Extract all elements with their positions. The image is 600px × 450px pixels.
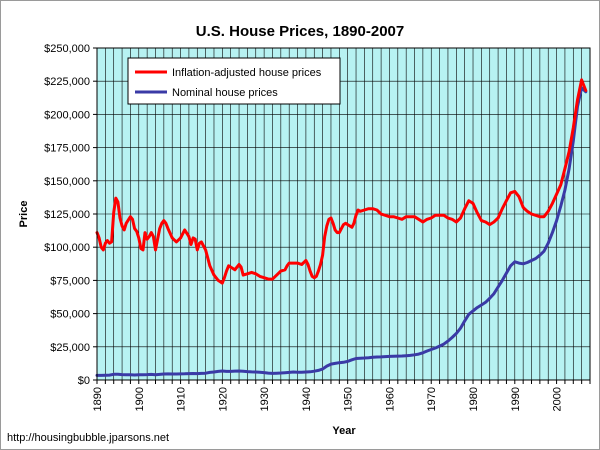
x-tick-label: 1990 — [510, 387, 522, 411]
x-tick-label: 1900 — [134, 387, 146, 411]
legend-box — [127, 57, 341, 105]
x-tick-label: 1930 — [259, 387, 271, 411]
y-tick-label: $25,000 — [50, 342, 90, 354]
y-tick-label: $0 — [78, 375, 90, 387]
x-tick-label: 1980 — [468, 387, 480, 411]
x-tick-label: 1920 — [217, 387, 229, 411]
y-tick-label: $225,000 — [44, 76, 90, 88]
x-tick-label: 1940 — [301, 387, 313, 411]
y-axis-title: Price — [18, 201, 30, 228]
source-url: http://housingbubble.jparsons.net — [7, 432, 170, 444]
y-tick-label: $75,000 — [50, 275, 90, 287]
legend-label: Inflation-adjusted house prices — [172, 67, 322, 79]
legend-label: Nominal house prices — [172, 87, 278, 99]
y-tick-label: $100,000 — [44, 242, 90, 254]
series-layer — [95, 78, 588, 377]
y-axis-ticks: $0 $25,000 $50,000 $75,000 $100,000 $125,000 $… — [44, 43, 97, 387]
y-tick-label: $125,000 — [44, 209, 90, 221]
x-tick-label: 1970 — [426, 387, 438, 411]
x-tick-label: 1910 — [176, 387, 188, 411]
series-line-nominal — [95, 86, 588, 377]
y-tick-label: $200,000 — [44, 109, 90, 121]
x-tick-label: 1950 — [343, 387, 355, 411]
x-tick-label: 2000 — [552, 387, 564, 411]
x-axis-ticks: 1890 1900 1910 1920 1930 1940 1950 1960 1970 1980… — [92, 380, 591, 411]
x-tick-label: 1890 — [92, 387, 104, 411]
plot-border — [96, 47, 591, 381]
y-tick-label: $150,000 — [44, 176, 90, 188]
chart-title: U.S. House Prices, 1890-2007 — [196, 23, 404, 40]
y-tick-label: $175,000 — [44, 143, 90, 155]
legend: Inflation-adjusted house prices Nominal h… — [127, 57, 341, 105]
y-tick-label: $50,000 — [50, 309, 90, 321]
x-tick-label: 1960 — [384, 387, 396, 411]
x-axis-title: Year — [332, 425, 356, 437]
y-tick-label: $250,000 — [44, 43, 90, 55]
series-line-inflation-adjusted — [95, 78, 588, 285]
